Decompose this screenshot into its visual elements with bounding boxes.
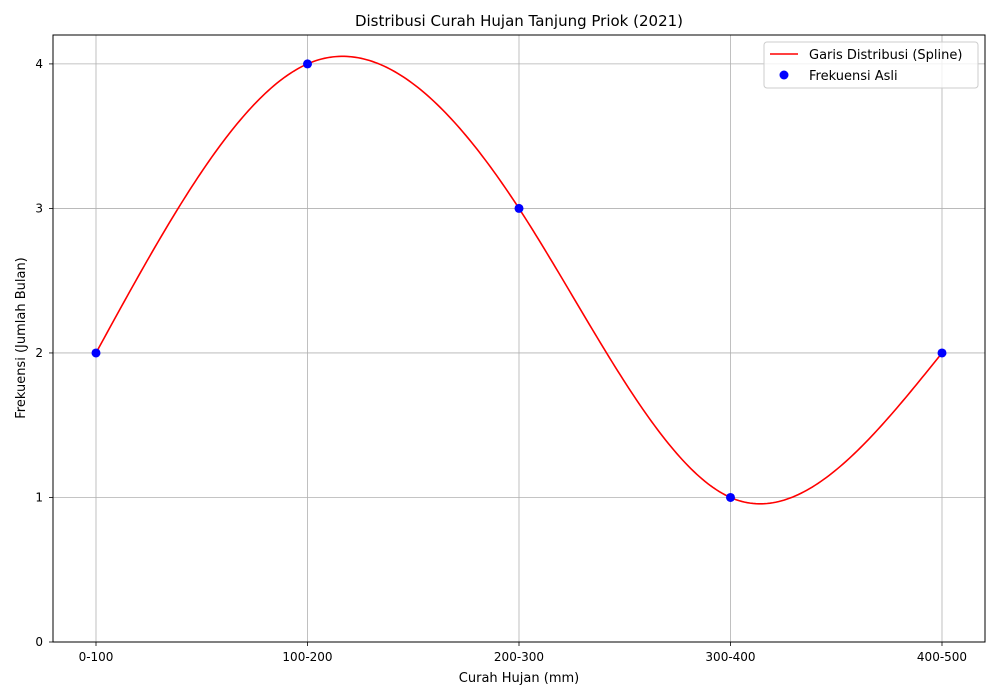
x-axis-label: Curah Hujan (mm) (459, 671, 579, 686)
y-tick-label: 1 (35, 490, 43, 504)
series-layer (91, 55, 947, 505)
x-tick-label: 400-500 (917, 650, 967, 664)
data-point-marker (937, 348, 947, 358)
grid-layer (53, 35, 985, 643)
y-axis-label: Frekuensi (Jumlah Bulan) (14, 257, 29, 419)
legend-box (763, 41, 979, 89)
legend: Garis Distribusi (Spline) Frekuensi Asli (763, 41, 979, 89)
x-tick-label: 200-300 (494, 650, 544, 664)
legend-entry-spline: Garis Distribusi (Spline) (809, 48, 962, 63)
chart-title: Distribusi Curah Hujan Tanjung Priok (20… (355, 12, 683, 30)
y-axis-ticks: 0 1 2 3 4 (35, 57, 53, 649)
y-tick-label: 3 (35, 201, 43, 215)
x-tick-label: 0-100 (79, 650, 114, 664)
y-tick-label: 2 (35, 346, 43, 360)
x-tick-label: 300-400 (705, 650, 755, 664)
legend-entry-markers: Frekuensi Asli (809, 69, 898, 84)
x-tick-label: 100-200 (282, 650, 332, 664)
x-axis-ticks: 0-100 100-200 200-300 300-400 400-500 (79, 642, 967, 664)
y-tick-label: 4 (35, 57, 43, 71)
data-point-marker (726, 492, 735, 502)
data-point-marker (514, 203, 524, 213)
plot-frame (52, 34, 986, 643)
data-point-marker (91, 348, 101, 358)
data-point-marker (303, 59, 312, 69)
y-tick-label: 0 (35, 635, 43, 649)
legend-marker-swatch (779, 70, 789, 80)
